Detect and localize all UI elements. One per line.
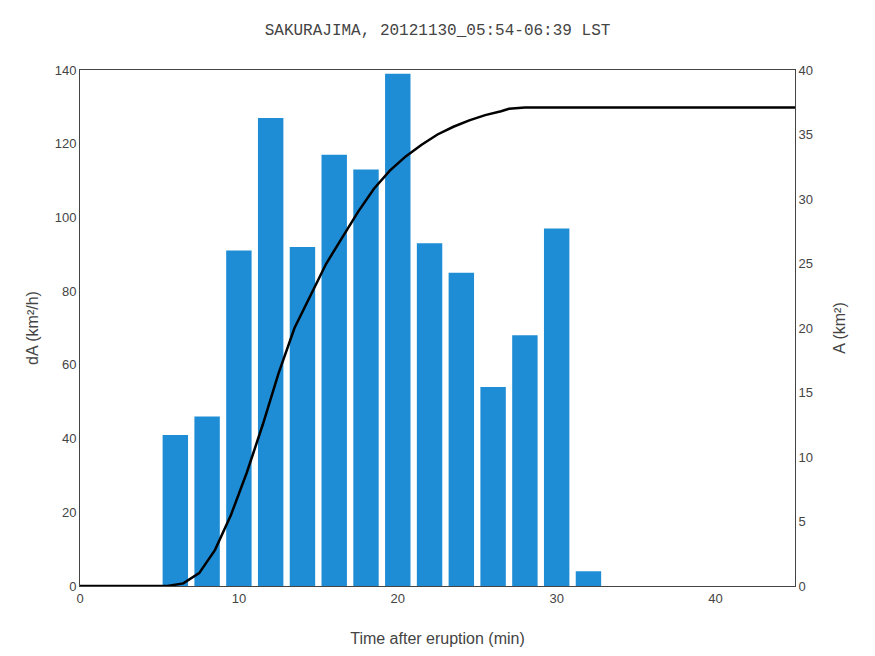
- svg-text:120: 120: [55, 136, 77, 151]
- svg-text:15: 15: [799, 385, 813, 400]
- svg-text:40: 40: [708, 591, 722, 606]
- svg-text:10: 10: [232, 591, 246, 606]
- svg-text:140: 140: [55, 63, 77, 78]
- svg-text:5: 5: [799, 514, 806, 529]
- svg-text:30: 30: [799, 192, 813, 207]
- svg-text:SAKURAJIMA, 20121130_05:54-06:: SAKURAJIMA, 20121130_05:54-06:39 LST: [265, 22, 611, 40]
- svg-text:0: 0: [799, 579, 806, 594]
- svg-text:80: 80: [62, 284, 76, 299]
- svg-text:40: 40: [799, 63, 813, 78]
- svg-text:30: 30: [549, 591, 563, 606]
- svg-text:20: 20: [62, 505, 76, 520]
- svg-text:35: 35: [799, 127, 813, 142]
- svg-text:20: 20: [391, 591, 405, 606]
- svg-text:10: 10: [799, 450, 813, 465]
- svg-text:A (km²): A (km²): [831, 302, 848, 354]
- svg-text:20: 20: [799, 321, 813, 336]
- svg-text:60: 60: [62, 357, 76, 372]
- svg-text:Time after eruption (min): Time after eruption (min): [350, 630, 525, 647]
- svg-text:25: 25: [799, 256, 813, 271]
- svg-text:100: 100: [55, 210, 77, 225]
- svg-text:dA (km²/h): dA (km²/h): [24, 291, 41, 365]
- svg-text:0: 0: [76, 591, 83, 606]
- svg-text:40: 40: [62, 431, 76, 446]
- svg-text:0: 0: [69, 579, 76, 594]
